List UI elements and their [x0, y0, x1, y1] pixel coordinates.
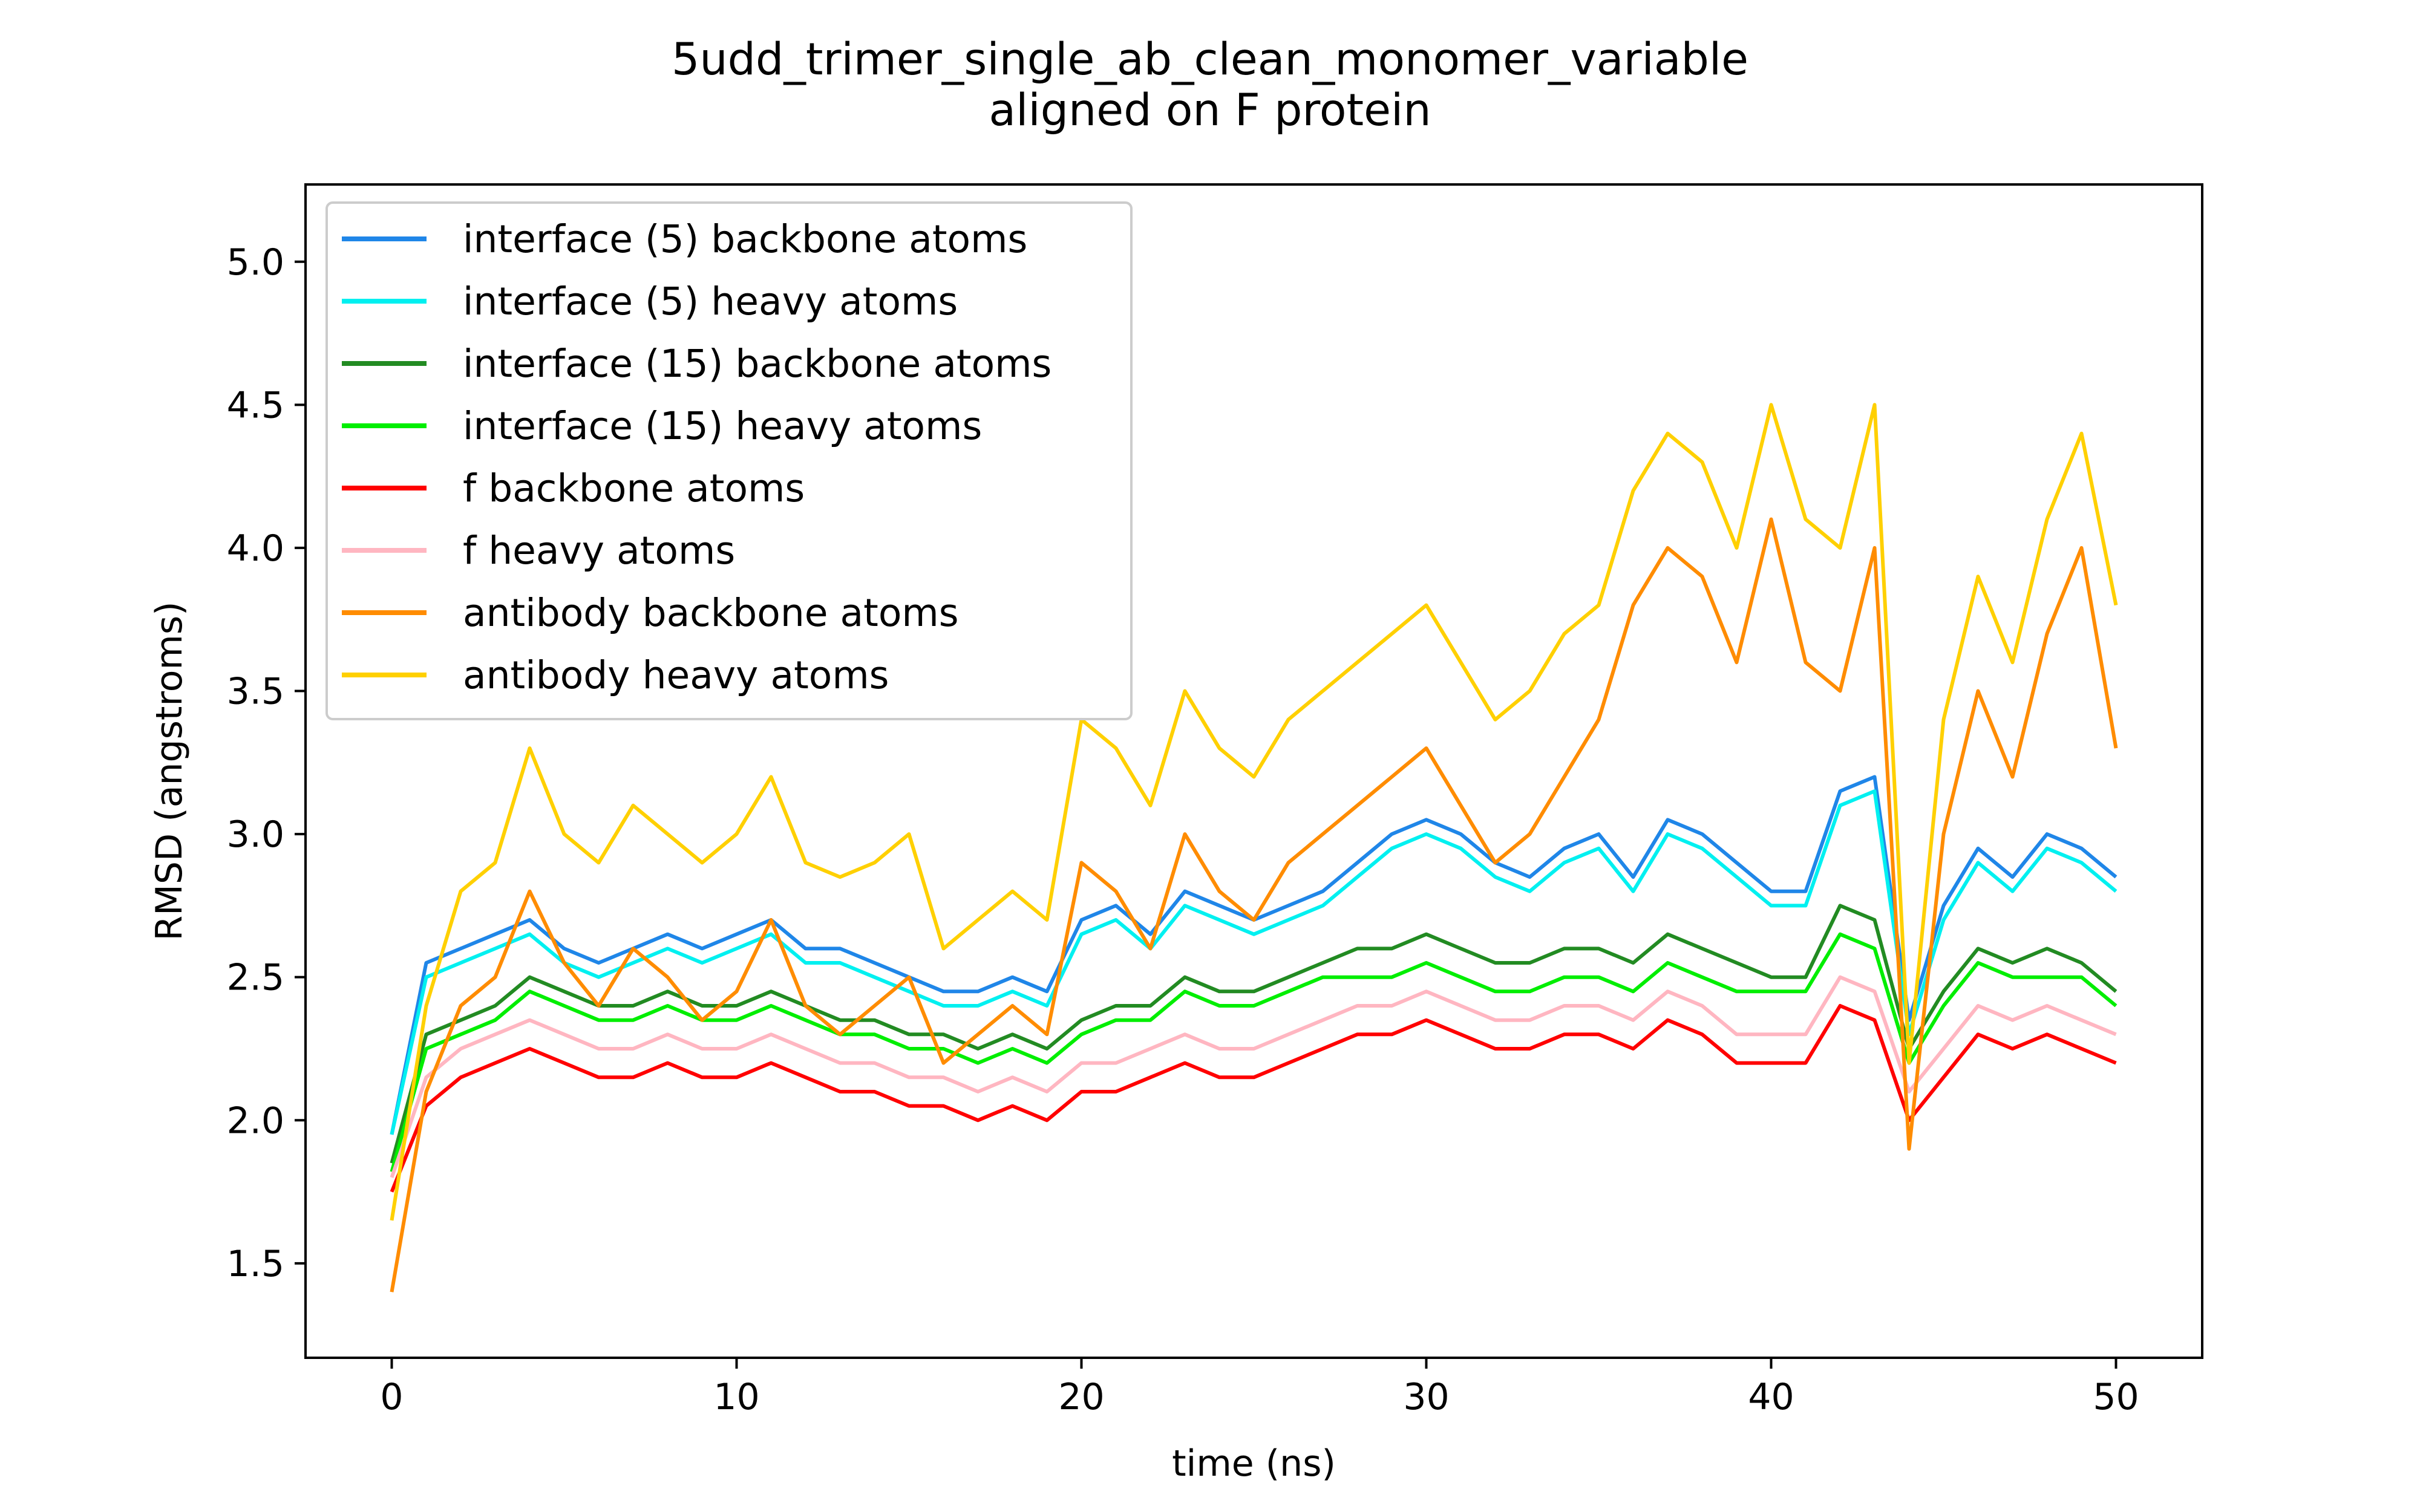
legend-box	[325, 201, 1133, 720]
x-tick-label: 30	[1403, 1376, 1449, 1418]
y-tick-label: 3.0	[227, 813, 284, 856]
series-line-3	[390, 904, 2118, 1164]
series-line-6	[390, 975, 2117, 1178]
legend-label: interface (5) heavy atoms	[463, 279, 958, 324]
legend-label: interface (15) heavy atoms	[463, 404, 982, 448]
legend-label: interface (15) backbone atoms	[463, 342, 1051, 386]
series-line-5	[390, 1004, 2117, 1193]
y-tick-label: 4.5	[227, 384, 284, 426]
legend-label: interface (5) backbone atoms	[463, 217, 1027, 261]
y-tick-label: 2.0	[227, 1100, 284, 1142]
x-tick-label: 20	[1058, 1376, 1104, 1418]
x-tick-label: 0	[380, 1376, 403, 1418]
x-axis: 0 10 20 30 40 50	[380, 1358, 2139, 1418]
x-tick-label: 10	[713, 1376, 759, 1418]
legend-label: antibody heavy atoms	[463, 653, 889, 697]
legend-label: f backbone atoms	[463, 466, 805, 510]
series-layer	[390, 403, 2118, 1292]
series-line-8	[390, 403, 2118, 1221]
y-tick-label: 2.5	[227, 957, 284, 999]
plot-frame	[304, 183, 2203, 1359]
y-tick-label: 5.0	[227, 241, 284, 284]
y-tick-label: 3.5	[227, 671, 284, 713]
legend-label: antibody backbone atoms	[463, 591, 959, 635]
series-line-7	[390, 517, 2118, 1292]
chart-subtitle: aligned on F protein	[989, 85, 1431, 136]
x-axis-label: time (ns)	[1172, 1442, 1336, 1485]
x-tick-label: 50	[2093, 1376, 2139, 1418]
series-line-2	[390, 789, 2118, 1135]
series-line-4	[390, 932, 2118, 1173]
y-axis-label: RMSD (angstroms)	[148, 601, 191, 940]
y-axis: 1.5 2.0 2.5 3.0 3.5 4.0 4.5 5.0	[227, 241, 306, 1285]
legend-label: f heavy atoms	[463, 529, 735, 573]
chart-title: 5udd_trimer_single_ab_clean_monomer_vari…	[671, 34, 1749, 85]
x-tick-label: 40	[1748, 1376, 1794, 1418]
y-tick-label: 1.5	[227, 1243, 284, 1285]
y-tick-label: 4.0	[227, 527, 284, 570]
legend: interface (5) backbone atoms interface (5…	[325, 201, 1133, 720]
